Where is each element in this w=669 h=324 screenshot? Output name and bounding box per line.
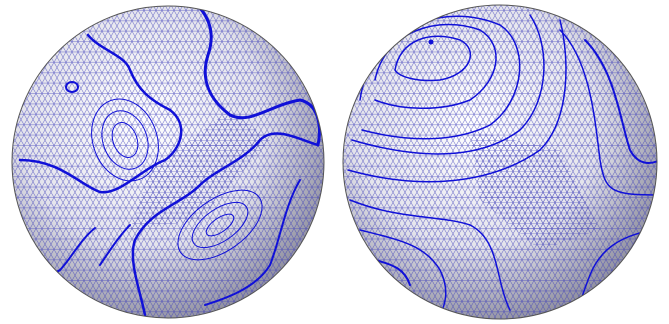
contour bbox=[349, 199, 511, 311]
contour bbox=[111, 122, 139, 158]
contour bbox=[347, 19, 567, 183]
contour bbox=[65, 81, 79, 93]
sphere-outline bbox=[11, 5, 325, 319]
right-sphere bbox=[342, 4, 658, 320]
contour bbox=[204, 179, 301, 306]
contour bbox=[205, 213, 235, 237]
contour bbox=[584, 39, 657, 164]
contour bbox=[101, 110, 149, 170]
contour bbox=[18, 33, 183, 194]
mesh bbox=[12, 6, 324, 318]
contour-point bbox=[428, 39, 434, 45]
contour bbox=[131, 132, 320, 317]
contour bbox=[99, 224, 131, 266]
contour bbox=[559, 29, 656, 196]
contour bbox=[351, 14, 545, 155]
contour bbox=[394, 35, 472, 82]
sphere-outline bbox=[342, 4, 658, 320]
contour bbox=[374, 259, 411, 286]
contour bbox=[359, 229, 447, 316]
contour bbox=[177, 189, 263, 261]
mesh-refined bbox=[470, 130, 600, 250]
mesh-refined bbox=[130, 110, 270, 230]
contour bbox=[198, 6, 321, 147]
left-sphere bbox=[11, 5, 325, 319]
contour bbox=[91, 98, 159, 182]
contour bbox=[191, 201, 249, 249]
